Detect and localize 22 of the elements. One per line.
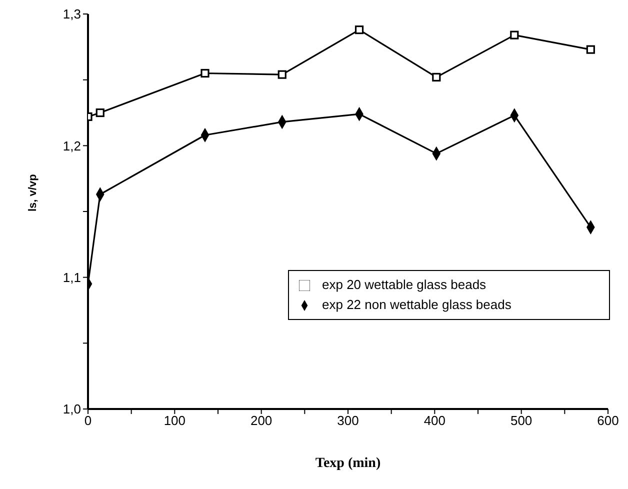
point xyxy=(354,26,364,34)
point xyxy=(278,70,286,79)
y-tick-label: 1,1 xyxy=(62,270,81,285)
point xyxy=(200,68,210,78)
x-tick-label: 100 xyxy=(164,413,186,428)
point xyxy=(510,30,519,40)
point xyxy=(586,45,595,54)
legend-label: exp 20 wettable glass beads xyxy=(322,276,488,294)
x-tick-label: 400 xyxy=(424,413,446,428)
x-tick-label: 500 xyxy=(510,413,532,428)
x-tick-label: 0 xyxy=(84,413,92,428)
point xyxy=(432,72,441,82)
x-tick-label: 200 xyxy=(250,413,272,428)
y-tick-label: 1,0 xyxy=(62,402,81,417)
y-tick-label: 1,2 xyxy=(62,138,81,154)
x-tick-label: 600 xyxy=(597,413,619,428)
y-axis-title: ls, v/vp xyxy=(26,174,39,212)
point xyxy=(96,108,104,118)
y-tick-label: 1,3 xyxy=(62,6,81,22)
x-axis-title: Texp (min) xyxy=(315,456,381,471)
x-tick-label: 300 xyxy=(337,413,359,428)
legend-label: exp 22 non wettable glass beads xyxy=(322,296,512,314)
